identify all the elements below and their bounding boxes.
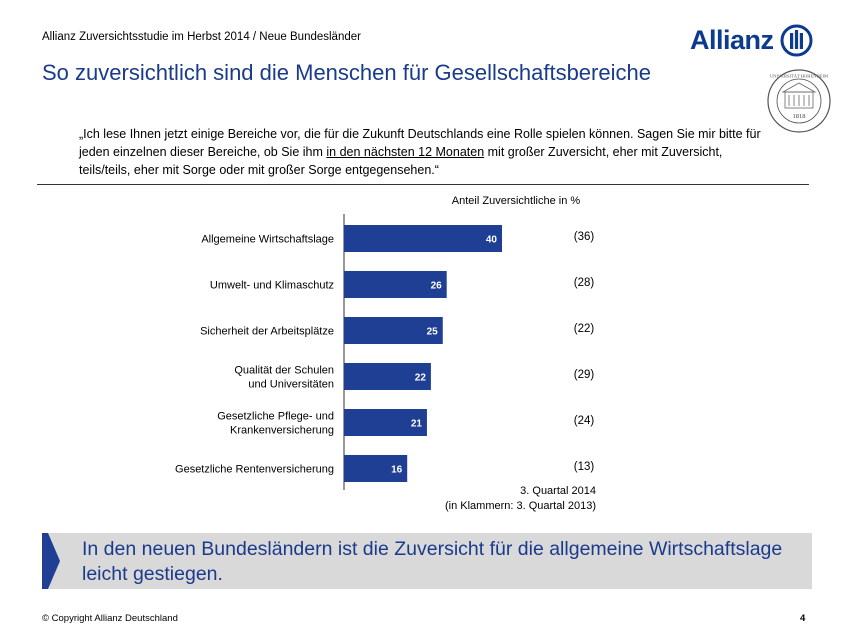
chart-footnote-1: 3. Quartal 2014 [520,485,596,497]
survey-question: „Ich lese Ihnen jetzt einige Bereiche vo… [79,125,769,179]
category-label: Umwelt- und Klimaschutz [210,280,334,292]
category-label: Krankenversicherung [230,425,334,437]
prior-year-label: (36) [574,231,595,243]
chevron-right-icon [42,533,60,589]
page-title: So zuversichtlich sind die Menschen für … [42,60,651,85]
category-label: und Universitäten [248,379,334,391]
bar [344,271,447,298]
prior-year-label: (29) [574,369,595,381]
divider [37,184,809,185]
seal-year: 1818 [793,113,806,120]
copyright: © Copyright Allianz Deutschland [42,613,178,624]
chevron-shape [42,533,60,589]
category-label: Gesetzliche Rentenversicherung [175,464,334,476]
bar-value-label: 21 [411,419,423,430]
prior-year-label: (22) [574,323,595,335]
study-subtitle: Allianz Zuversichtsstudie im Herbst 2014… [42,31,361,43]
question-text-1: „Ich lese Ihnen jetzt einige Bereiche vo… [79,127,761,159]
takeaway-box [42,533,812,589]
university-seal: 1818 UNIVERSITÄT HOHENHEIM [767,69,831,133]
bar-value-label: 16 [391,465,403,476]
category-label: Qualität der Schulen [234,365,334,377]
prior-year-label: (13) [574,461,595,473]
chart-title: Anteil Zuversichtliche in % [452,195,581,207]
takeaway-text: In den neuen Bundesländern ist die Zuver… [82,538,783,585]
category-label: Allgemeine Wirtschaftslage [201,234,334,246]
bar-value-label: 40 [486,235,498,246]
chart-footnote-2: (in Klammern: 3. Quartal 2013) [445,500,596,512]
category-label: Sicherheit der Arbeitsplätze [200,326,334,338]
question-text-2: mit großer Zuversicht, eher mit Zuversic… [79,145,723,177]
bar-value-label: 26 [431,281,443,292]
prior-year-label: (24) [574,415,595,427]
bar-value-label: 22 [415,373,427,384]
bar [344,455,408,482]
allianz-logo: Allianz [690,24,813,57]
prior-year-label: (28) [574,277,595,289]
page-number: 4 [800,613,806,624]
bar [344,225,502,252]
bar [344,409,427,436]
bar-value-label: 25 [427,327,439,338]
question-text-underlined: in den nächsten 12 Monaten [326,145,485,159]
allianz-eagle-icon [780,24,813,57]
bar [344,363,431,390]
bar [344,317,443,344]
logo-text: Allianz [690,25,774,55]
seal-top-text: UNIVERSITÄT HOHENHEIM [770,74,828,79]
category-label: Gesetzliche Pflege- und [217,411,334,423]
